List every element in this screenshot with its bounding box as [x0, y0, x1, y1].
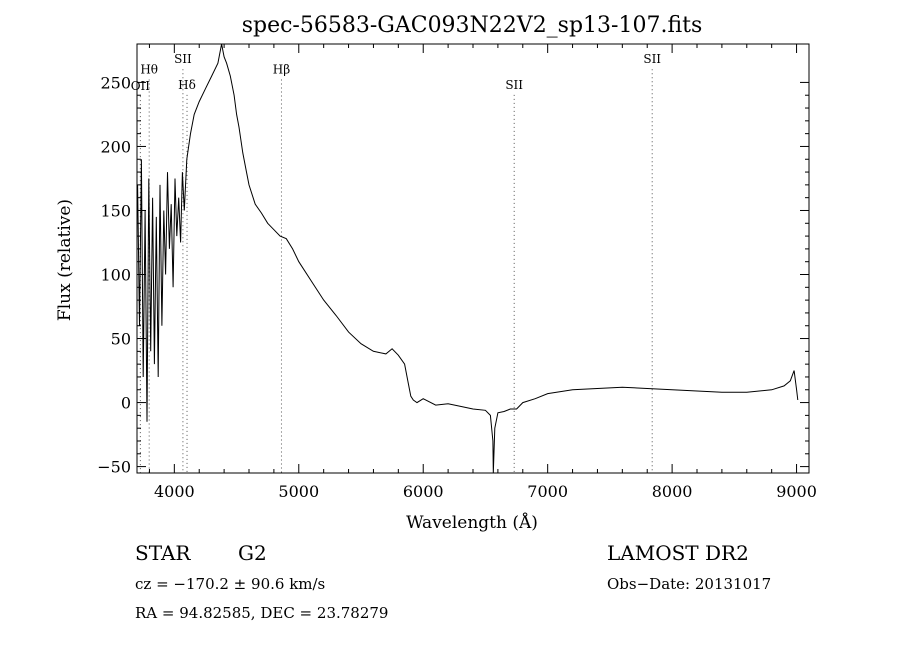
spectral-line-label: SII	[643, 52, 661, 66]
y-tick-label: 250	[100, 73, 131, 92]
chart-title: spec-56583-GAC093N22V2_sp13-107.fits	[242, 13, 703, 38]
spectral-line-markers: OII Hθ SII Hδ Hβ SII SII	[131, 52, 661, 473]
object-class: STAR	[135, 541, 191, 565]
axis-ticks: 4000 5000 6000 7000 8000 9000 −50 0 50 100 150 200 2…	[97, 44, 817, 501]
survey-name: LAMOST DR2	[607, 541, 749, 565]
x-tick-label: 5000	[278, 482, 319, 501]
y-axis-label: Flux (relative)	[55, 199, 75, 321]
x-tick-label: 9000	[776, 482, 817, 501]
y-tick-label: 200	[100, 137, 131, 156]
object-subclass: G2	[238, 541, 267, 565]
spectrum-line	[137, 43, 799, 474]
x-axis-label: Wavelength (Å)	[406, 512, 538, 533]
redshift-cz: cz = −170.2 ± 90.6 km/s	[135, 575, 326, 593]
y-tick-label: 100	[100, 266, 131, 285]
y-tick-label: −50	[97, 458, 131, 477]
x-tick-label: 6000	[403, 482, 444, 501]
spectral-line-label: SII	[174, 52, 192, 66]
spectral-line-label: Hβ	[273, 62, 290, 76]
x-tick-label: 4000	[154, 482, 195, 501]
spectral-line-label: OII	[131, 79, 151, 93]
x-tick-label: 7000	[527, 482, 568, 501]
spectral-line-label: SII	[505, 78, 523, 92]
ra-dec-coordinates: RA = 94.82585, DEC = 23.78279	[135, 604, 389, 622]
spectral-line-label: Hδ	[178, 78, 196, 92]
y-tick-label: 150	[100, 201, 131, 220]
y-tick-label: 0	[121, 394, 131, 413]
y-tick-label: 50	[111, 330, 131, 349]
observation-date: Obs−Date: 20131017	[607, 575, 772, 593]
spectral-line-label: Hθ	[140, 62, 158, 76]
x-tick-label: 8000	[652, 482, 693, 501]
